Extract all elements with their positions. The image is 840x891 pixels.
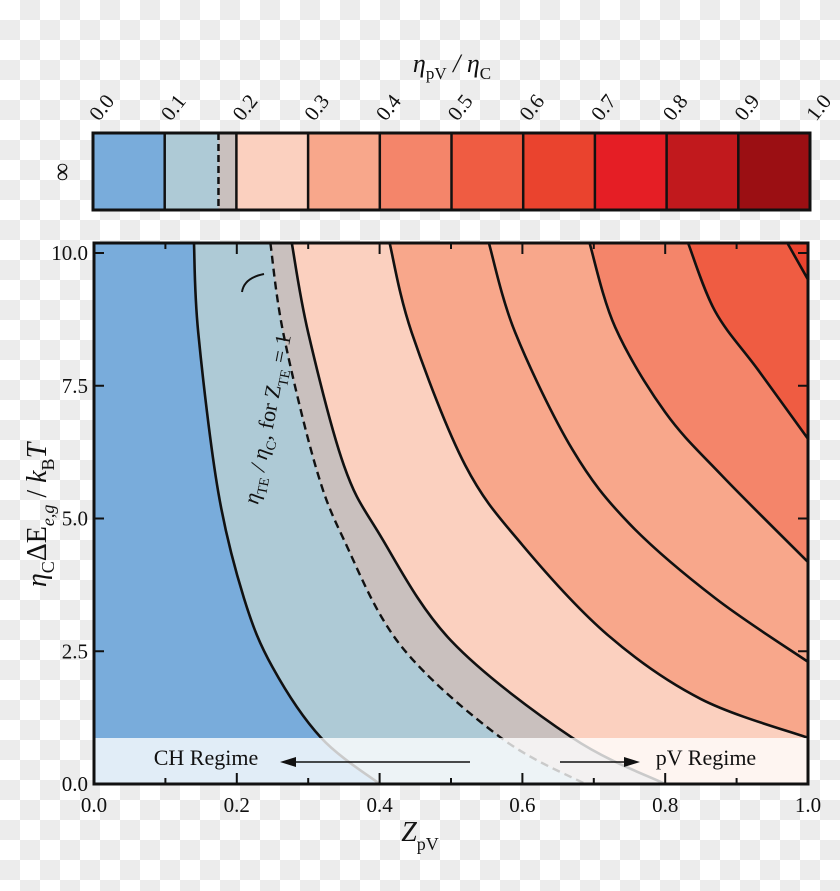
colorbar-tick-label: 0.8 — [658, 90, 693, 125]
colorbar-tick-label: 0.7 — [586, 90, 621, 125]
contour-line — [192, 243, 381, 784]
colorbar-tick-label: 0.3 — [299, 90, 334, 125]
y-tick-label: 2.5 — [62, 639, 88, 663]
colorbar-swatch — [379, 133, 452, 210]
contour-lines — [192, 243, 808, 784]
colorbar-swatch — [93, 133, 165, 210]
colorbar-swatch — [523, 133, 595, 210]
x-tick-label: 0.0 — [81, 793, 107, 817]
contour-line — [588, 243, 808, 563]
x-tick-label: 0.8 — [652, 793, 678, 817]
plot-area — [94, 243, 808, 784]
colorbar-tick-label: 0.2 — [227, 90, 262, 125]
x-tick-label: 0.2 — [224, 793, 250, 817]
right-arrow-icon — [624, 757, 640, 767]
x-axis-label: ZpV — [401, 817, 439, 854]
pv-regime-label: pV Regime — [656, 745, 756, 770]
colorbar-frame — [91, 131, 812, 212]
colorbar — [91, 131, 812, 212]
colorbar-swatch — [451, 133, 524, 210]
colorbar-swatch — [738, 133, 810, 210]
colorbar-tick-labels: 0.0 0.1 0.2 0.3 0.4 0.5 0.6 0.7 0.8 0.9 1.0 — [84, 89, 836, 125]
colorbar-infinity-label: ∞ — [47, 163, 76, 182]
axes-ticks: 0.0 0.2 0.4 0.6 0.8 1.0 0.0 2.5 5.0 7.5 10.0 — [51, 241, 821, 817]
y-tick-label: 10.0 — [51, 241, 88, 265]
x-tick-label: 0.4 — [366, 793, 393, 817]
colorbar-tick-label: 0.9 — [729, 90, 764, 125]
colorbar-tick-label: 0.5 — [443, 90, 478, 125]
x-tick-label: 0.6 — [509, 793, 535, 817]
colorbar-reference-shade — [218, 133, 237, 210]
y-axis-label: ηCΔEe,g / kBT — [22, 440, 58, 587]
y-tick-label: 7.5 — [62, 374, 88, 398]
left-arrow-icon — [280, 757, 296, 767]
y-tick-label: 5.0 — [62, 507, 88, 531]
colorbar-swatch — [666, 133, 739, 210]
fill-region — [688, 243, 808, 439]
regime-band — [94, 738, 808, 784]
annotation-bracket-icon — [241, 273, 265, 293]
y-tick-label: 0.0 — [62, 772, 88, 796]
contour-fills — [94, 243, 808, 784]
contour-line — [487, 243, 808, 663]
colorbar-tick-label: 0.4 — [371, 89, 406, 125]
colorbar-tick-label: 0.6 — [514, 90, 549, 125]
colorbar-tick-label: 0.0 — [84, 90, 119, 125]
colorbar-swatch — [236, 133, 309, 210]
colorbar-tick-label: 1.0 — [801, 90, 836, 125]
colorbar-title: ηpV / ηC — [413, 49, 491, 83]
ch-regime-label: CH Regime — [154, 745, 259, 770]
colorbar-swatch — [308, 133, 380, 210]
colorbar-swatch — [594, 133, 667, 210]
x-tick-label: 1.0 — [795, 793, 821, 817]
colorbar-tick-label: 0.1 — [156, 90, 191, 125]
contour-line — [686, 243, 808, 440]
contour-line — [388, 243, 808, 740]
contour-line — [290, 243, 666, 784]
contour-line — [269, 243, 586, 784]
